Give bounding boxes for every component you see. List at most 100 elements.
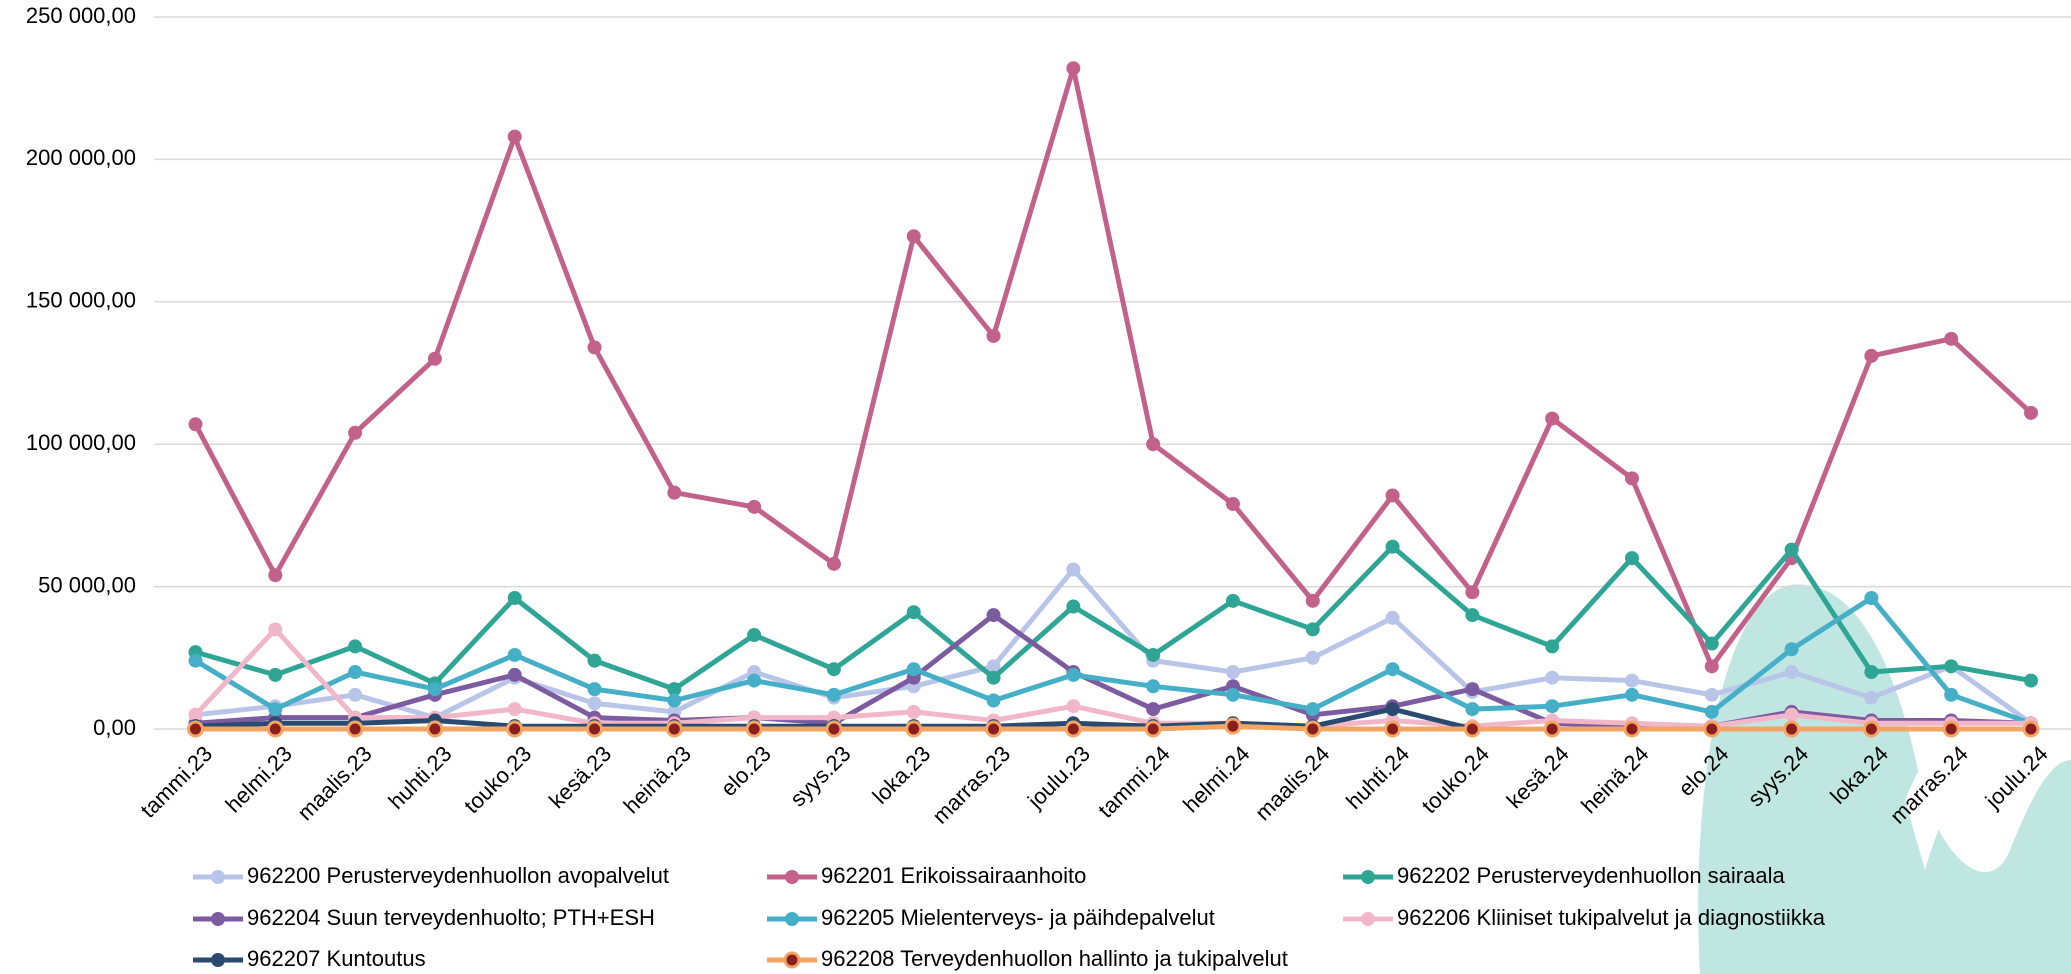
series-line	[194, 595, 2032, 726]
data-point	[506, 720, 524, 738]
data-point	[1305, 702, 1320, 717]
data-point	[1783, 720, 1801, 738]
legend-label: 962208 Terveydenhuollon hallinto ja tuki…	[821, 946, 1288, 971]
data-point	[1225, 687, 1240, 702]
data-point	[747, 673, 762, 688]
data-point	[1384, 720, 1402, 738]
data-point	[1385, 539, 1400, 554]
data-point	[1944, 687, 1959, 702]
data-point	[1304, 720, 1322, 738]
data-point	[1704, 687, 1719, 702]
data-point	[747, 499, 762, 514]
data-point	[906, 605, 921, 620]
data-point	[427, 682, 442, 697]
legend-label: 962205 Mielenterveys- ja päihdepalvelut	[821, 905, 1215, 930]
data-point	[587, 653, 602, 668]
x-tick-label: huhti.23	[384, 741, 457, 814]
data-point	[1305, 622, 1320, 637]
data-point	[2024, 405, 2038, 420]
data-point	[1066, 61, 1081, 76]
x-tick-label: tammi.24	[1093, 741, 1175, 823]
legend-marker	[211, 953, 225, 967]
legend-label: 962200 Perusterveydenhuollon avopalvelut	[247, 863, 669, 888]
data-point	[268, 622, 283, 637]
data-point	[986, 328, 1001, 343]
y-tick-label: 100 000,00	[26, 430, 136, 455]
x-tick-label: kesä.23	[544, 741, 616, 813]
data-point	[266, 720, 284, 738]
y-tick-label: 200 000,00	[26, 145, 136, 170]
x-tick-label: loka.23	[868, 741, 936, 809]
x-tick-label: marras.23	[927, 741, 1015, 829]
x-tick-label: helmi.23	[220, 741, 296, 817]
data-point	[1465, 585, 1480, 600]
data-point	[1225, 497, 1240, 512]
data-point	[507, 129, 522, 144]
data-point	[747, 628, 762, 643]
data-point	[826, 556, 841, 571]
data-point	[1066, 667, 1081, 682]
legend-item: 962202 Perusterveydenhuollon sairaala	[1343, 863, 1785, 888]
data-point	[1144, 720, 1162, 738]
legend-item: 962206 Kliiniset tukipalvelut ja diagnos…	[1343, 905, 1826, 930]
data-point	[906, 662, 921, 677]
data-point	[507, 702, 522, 717]
data-point	[1864, 348, 1879, 363]
data-point	[268, 667, 283, 682]
data-point	[667, 693, 682, 708]
data-point	[825, 720, 843, 738]
data-point	[1385, 662, 1400, 677]
x-tick-label: helmi.24	[1178, 741, 1254, 817]
data-point	[986, 608, 1001, 623]
data-point	[986, 693, 1001, 708]
data-point	[1545, 411, 1560, 426]
x-tick-label: heinä.23	[619, 741, 696, 818]
data-point	[426, 720, 444, 738]
data-point	[1784, 665, 1799, 680]
data-point	[587, 340, 602, 355]
x-tick-label: touko.24	[1417, 741, 1494, 818]
data-point	[986, 659, 1001, 674]
data-point	[986, 670, 1001, 685]
data-point	[188, 417, 203, 432]
data-point	[1704, 704, 1719, 719]
data-point	[587, 682, 602, 697]
data-point	[1543, 720, 1561, 738]
legend-label: 962207 Kuntoutus	[247, 946, 426, 971]
data-point	[1624, 673, 1639, 688]
legend-marker	[1361, 912, 1375, 926]
data-point	[1545, 699, 1560, 714]
data-point	[1465, 702, 1480, 717]
data-point	[188, 653, 203, 668]
data-point	[268, 702, 283, 717]
series-line	[193, 65, 2033, 669]
data-point	[188, 707, 203, 722]
data-point	[1066, 599, 1081, 614]
y-tick-label: 50 000,00	[38, 572, 136, 597]
legend-label: 962204 Suun terveydenhuolto; PTH+ESH	[247, 905, 655, 930]
data-point	[1066, 562, 1081, 577]
data-point	[1385, 702, 1400, 717]
x-tick-label: maalis.24	[1250, 741, 1334, 825]
data-point	[1465, 682, 1480, 697]
data-point	[906, 704, 921, 719]
legend-label: 962206 Kliiniset tukipalvelut ja diagnos…	[1397, 905, 1826, 930]
data-point	[1623, 720, 1641, 738]
data-point	[1146, 679, 1161, 694]
legend-item: 962207 Kuntoutus	[193, 946, 426, 971]
data-point	[348, 665, 363, 680]
data-point	[1864, 690, 1879, 705]
data-point	[1463, 720, 1481, 738]
x-tick-label: kesä.24	[1502, 741, 1574, 813]
data-point	[427, 351, 442, 366]
data-point	[1385, 488, 1400, 503]
data-point	[667, 682, 682, 697]
data-point	[507, 647, 522, 662]
data-point	[1944, 331, 1959, 346]
data-point	[1225, 593, 1240, 608]
data-point	[1225, 665, 1240, 680]
series	[188, 61, 2038, 674]
data-point	[348, 687, 363, 702]
x-tick-label: touko.23	[459, 741, 536, 818]
